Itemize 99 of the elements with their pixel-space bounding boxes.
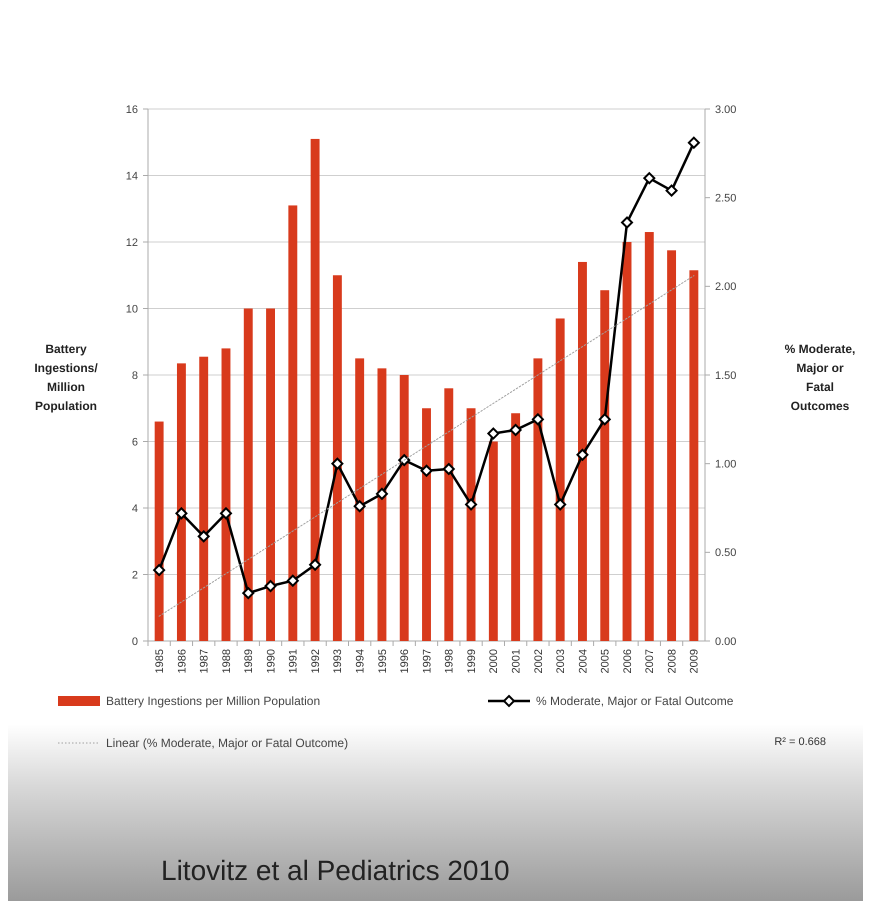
x-tick-label: 2003 — [555, 649, 568, 674]
point — [354, 500, 366, 512]
x-tick-label: 2007 — [644, 649, 656, 674]
legend-label: Linear (% Moderate, Major or Fatal Outcome) — [106, 736, 348, 750]
bar — [600, 290, 610, 641]
point — [465, 498, 478, 510]
x-tick-label: 1986 — [176, 649, 188, 674]
bar — [310, 138, 320, 641]
point — [376, 488, 388, 500]
point — [510, 424, 522, 436]
bar — [244, 308, 253, 641]
x-tick-label: 1997 — [421, 649, 434, 674]
x-tick-label: 1994 — [354, 649, 367, 674]
y-tick-label: 0 — [132, 636, 138, 648]
y2-axis-title: % Moderate, Major or Fatal Outcomes — [784, 342, 856, 413]
y-tick-label: 10 — [126, 303, 138, 316]
bar — [578, 262, 587, 641]
x-tick-label: 1996 — [399, 649, 412, 674]
y2-tick-label: 1.50 — [715, 370, 736, 382]
bar — [689, 270, 698, 641]
x-tick-label: 2006 — [622, 649, 634, 674]
y-tick-label: 2 — [132, 569, 138, 582]
point — [286, 574, 299, 587]
bar — [176, 363, 186, 641]
bar — [222, 348, 230, 641]
x-tick-label: 2008 — [666, 649, 678, 674]
y-tick-label: 12 — [126, 236, 138, 249]
point — [576, 448, 588, 461]
point — [532, 413, 544, 426]
bar — [266, 308, 275, 641]
y-axis-title: Battery Ingestions/ Million Population — [34, 342, 98, 413]
y-tick-label: 4 — [132, 502, 138, 515]
point — [175, 507, 188, 520]
bar — [556, 318, 565, 641]
point — [398, 454, 410, 466]
point — [198, 530, 210, 542]
y2-tick-label: 0.50 — [715, 547, 736, 560]
x-tick-label: 1988 — [220, 649, 233, 674]
x-tick-label: 1998 — [444, 649, 456, 674]
x-tick-label: 1993 — [332, 649, 344, 674]
y2-tick-label: 2.00 — [715, 281, 736, 294]
point — [666, 184, 678, 197]
bar — [667, 250, 676, 641]
line-series — [158, 275, 694, 617]
text: Litovitz et al Pediatrics 2010 — [161, 855, 510, 886]
bar — [154, 422, 164, 641]
bar — [622, 242, 632, 641]
point — [554, 498, 566, 510]
x-tick-label: 1989 — [243, 649, 256, 674]
point — [309, 558, 322, 571]
point — [420, 464, 432, 477]
x-tick-label: 1992 — [310, 649, 322, 674]
y2-tick-label: 2.50 — [715, 192, 736, 205]
point — [331, 458, 344, 470]
y-tick-label: 16 — [126, 104, 138, 116]
bar — [400, 375, 409, 641]
legend-label: Battery Ingestions per Million Population — [106, 694, 320, 708]
bar — [199, 356, 208, 641]
legend-label: % Moderate, Major or Fatal Outcome — [536, 694, 734, 708]
x-tick-label: 1987 — [198, 649, 211, 674]
x-tick-label: 1999 — [466, 649, 478, 674]
bar — [511, 413, 520, 641]
x-tick-label: 2005 — [600, 649, 612, 674]
point — [643, 172, 656, 184]
x-tick-label: 1985 — [154, 649, 166, 674]
point — [598, 413, 611, 426]
x-tick-label: 1991 — [288, 649, 300, 674]
y2-tick-label: 0.00 — [715, 636, 736, 648]
point — [621, 216, 634, 228]
x-tick-label: 2009 — [688, 649, 701, 674]
y-tick-label: 6 — [132, 436, 138, 448]
bar — [644, 232, 654, 641]
bar — [332, 275, 342, 641]
bar — [288, 205, 298, 641]
point — [264, 580, 277, 592]
x-tick-label: 2002 — [532, 649, 545, 674]
bar — [533, 358, 542, 641]
bar — [377, 368, 386, 641]
bar — [355, 358, 364, 641]
point — [220, 507, 232, 520]
x-tick-label: 1995 — [376, 649, 389, 674]
y-tick-label: 8 — [132, 370, 138, 382]
y2-tick-label: 1.00 — [715, 458, 736, 471]
x-tick-label: 1990 — [265, 649, 278, 674]
y-tick-label: 14 — [126, 170, 138, 182]
point — [242, 587, 254, 600]
point — [153, 564, 166, 576]
bar — [488, 442, 498, 641]
x-tick-label: 2001 — [510, 649, 522, 674]
point — [688, 136, 700, 149]
bar — [444, 388, 454, 641]
bar — [422, 408, 431, 641]
y2-tick-label: 3.00 — [715, 104, 736, 116]
point — [487, 428, 500, 440]
x-tick-label: 2004 — [577, 649, 590, 674]
bar — [466, 408, 476, 641]
point — [442, 462, 455, 475]
x-tick-label: 2000 — [488, 649, 500, 674]
text: R² = 0.668 — [774, 736, 826, 748]
